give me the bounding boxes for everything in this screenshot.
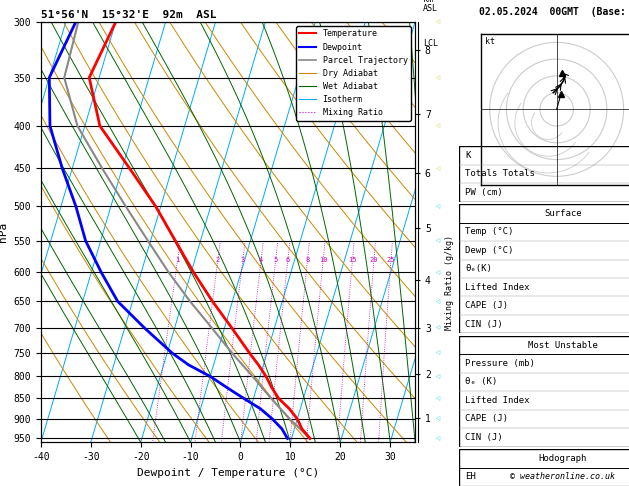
Text: θₑ(K): θₑ(K) bbox=[465, 264, 493, 273]
Text: 10: 10 bbox=[319, 257, 327, 263]
Text: Surface: Surface bbox=[544, 209, 582, 218]
Text: 2: 2 bbox=[216, 257, 220, 263]
Text: CIN (J): CIN (J) bbox=[465, 433, 503, 442]
Text: 25: 25 bbox=[387, 257, 395, 263]
Text: θₑ (K): θₑ (K) bbox=[465, 378, 498, 386]
Text: Pressure (mb): Pressure (mb) bbox=[465, 359, 535, 368]
Text: EH: EH bbox=[465, 472, 476, 481]
Text: Dewp (°C): Dewp (°C) bbox=[465, 246, 514, 255]
Text: ◁: ◁ bbox=[435, 374, 439, 379]
Text: 3: 3 bbox=[241, 257, 245, 263]
Text: ◁: ◁ bbox=[435, 75, 439, 80]
Text: Most Unstable: Most Unstable bbox=[528, 341, 598, 349]
Text: © weatheronline.co.uk: © weatheronline.co.uk bbox=[511, 472, 615, 481]
Text: ◁: ◁ bbox=[435, 204, 439, 209]
Text: PW (cm): PW (cm) bbox=[465, 188, 503, 197]
Text: 4: 4 bbox=[259, 257, 263, 263]
Text: ◁: ◁ bbox=[435, 270, 439, 275]
Text: ◁: ◁ bbox=[435, 350, 439, 356]
Text: CIN (J): CIN (J) bbox=[465, 320, 503, 329]
Text: 15: 15 bbox=[348, 257, 357, 263]
Text: 8: 8 bbox=[305, 257, 309, 263]
Text: 1: 1 bbox=[175, 257, 180, 263]
Text: ◁: ◁ bbox=[435, 123, 439, 128]
Text: 6: 6 bbox=[286, 257, 290, 263]
Text: ◁: ◁ bbox=[435, 396, 439, 401]
Text: CAPE (J): CAPE (J) bbox=[465, 301, 508, 310]
Text: 02.05.2024  00GMT  (Base: 00): 02.05.2024 00GMT (Base: 00) bbox=[479, 7, 629, 17]
Text: ◁: ◁ bbox=[435, 19, 439, 24]
Text: 5: 5 bbox=[274, 257, 278, 263]
Text: Mixing Ratio (g/kg): Mixing Ratio (g/kg) bbox=[445, 235, 454, 330]
Y-axis label: hPa: hPa bbox=[0, 222, 8, 242]
Text: ◁: ◁ bbox=[435, 417, 439, 421]
Text: km
ASL: km ASL bbox=[423, 0, 438, 14]
Text: Temp (°C): Temp (°C) bbox=[465, 227, 514, 236]
Text: LCL: LCL bbox=[423, 39, 438, 48]
Text: ◁: ◁ bbox=[435, 436, 439, 441]
Legend: Temperature, Dewpoint, Parcel Trajectory, Dry Adiabat, Wet Adiabat, Isotherm, Mi: Temperature, Dewpoint, Parcel Trajectory… bbox=[296, 26, 411, 121]
Text: kt: kt bbox=[485, 37, 494, 46]
Text: Lifted Index: Lifted Index bbox=[465, 283, 530, 292]
Text: K: K bbox=[465, 151, 470, 160]
X-axis label: Dewpoint / Temperature (°C): Dewpoint / Temperature (°C) bbox=[137, 468, 319, 478]
Text: ◁: ◁ bbox=[435, 239, 439, 243]
Text: Lifted Index: Lifted Index bbox=[465, 396, 530, 405]
Text: Totals Totals: Totals Totals bbox=[465, 170, 535, 178]
Text: 20: 20 bbox=[370, 257, 378, 263]
Text: ◁: ◁ bbox=[435, 326, 439, 330]
Text: ◁: ◁ bbox=[435, 299, 439, 304]
Text: 51°56'N  15°32'E  92m  ASL: 51°56'N 15°32'E 92m ASL bbox=[41, 10, 216, 20]
Text: ◁: ◁ bbox=[435, 166, 439, 171]
Text: Hodograph: Hodograph bbox=[539, 454, 587, 463]
Text: CAPE (J): CAPE (J) bbox=[465, 415, 508, 423]
